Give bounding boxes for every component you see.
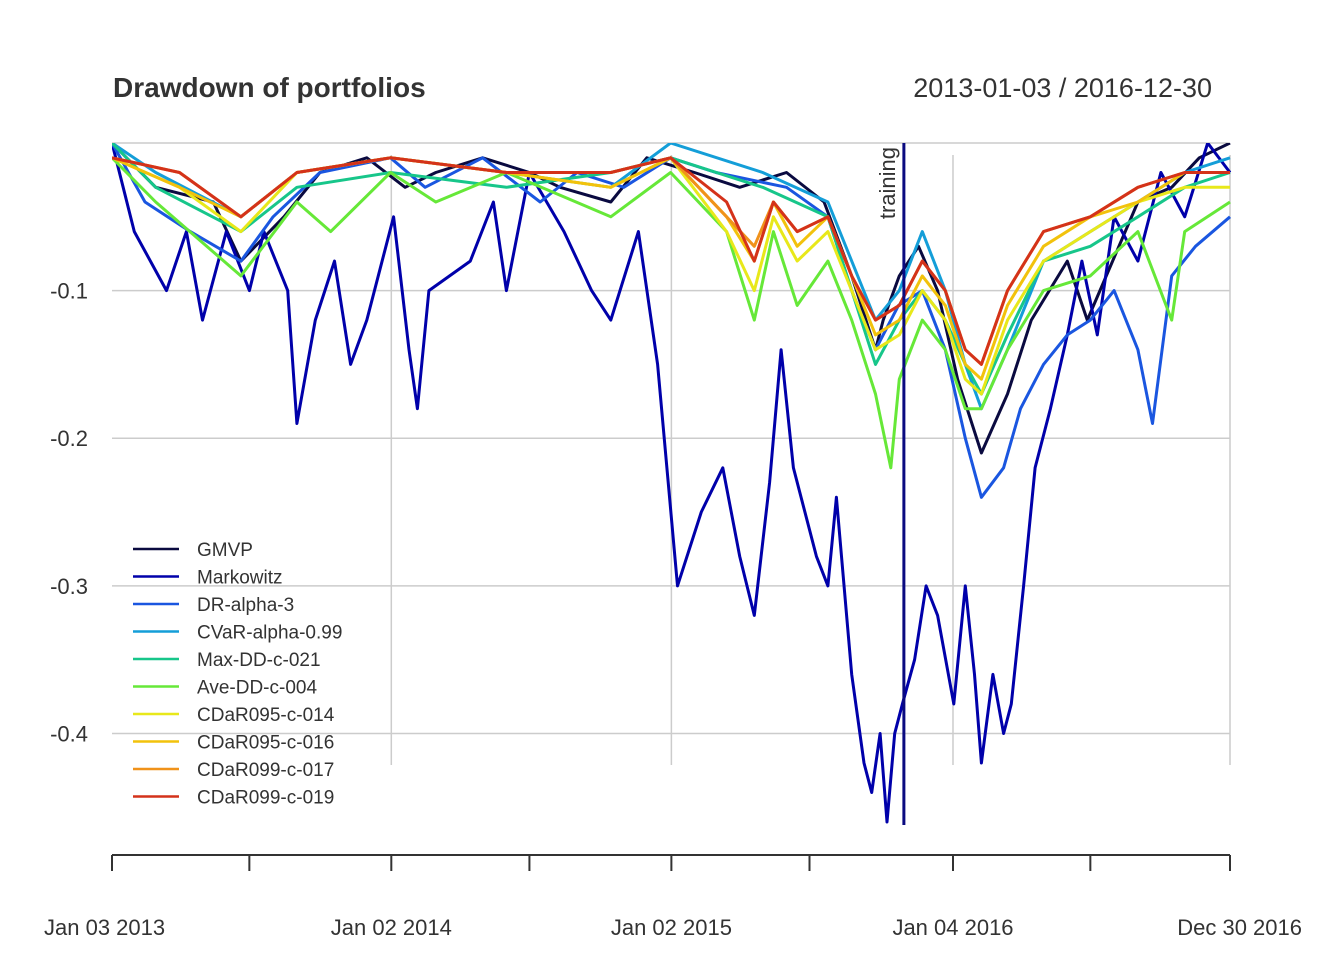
y-axis: -0.1 -0.2 -0.3 -0.4 [50,279,88,747]
legend-label-8: CDaR099-c-017 [197,760,334,781]
date-range-label: 2013-01-03 / 2016-12-30 [913,73,1212,103]
series-line-9 [112,156,1230,366]
x-tick-label-2: Jan 02 2015 [611,915,732,940]
y-tick-label-1: -0.2 [50,426,88,451]
grid-lines [112,142,1231,765]
series-line-4 [112,143,1231,396]
legend-label-7: CDaR095-c-016 [197,733,334,754]
legend-label-6: CDaR095-c-014 [197,705,335,726]
legend-label-0: GMVP [197,540,253,561]
legend-label-2: DR-alpha-3 [197,595,294,616]
x-tick-label-4: Dec 30 2016 [1177,915,1302,940]
x-tick-label-0: Jan 03 2013 [44,915,165,940]
y-tick-label-3: -0.4 [50,721,88,746]
legend-label-4: Max-DD-c-021 [197,650,321,671]
training-label: training [875,147,900,219]
legend-label-3: CVaR-alpha-0.99 [197,623,342,644]
x-tick-label-1: Jan 02 2014 [331,915,452,940]
legend-label-5: Ave-DD-c-004 [197,678,317,699]
y-tick-label-2: -0.3 [50,574,88,599]
legend: GMVP Markowitz DR-alpha-3 CVaR-alpha-0.99 Ma… [133,540,342,809]
chart-title: Drawdown of portfolios [113,72,426,103]
series-line-5 [112,156,1231,470]
x-tick-label-3: Jan 04 2016 [892,915,1013,940]
legend-label-1: Markowitz [197,568,283,589]
y-tick-label-0: -0.1 [50,279,88,304]
series-line-1 [112,143,1232,824]
training-annotation: training [875,143,906,825]
x-axis: Jan 03 2013 Jan 02 2014 Jan 02 2015 Jan 04 … [44,854,1302,940]
series-lines [112,143,1232,824]
legend-label-9: CDaR099-c-019 [197,788,334,809]
